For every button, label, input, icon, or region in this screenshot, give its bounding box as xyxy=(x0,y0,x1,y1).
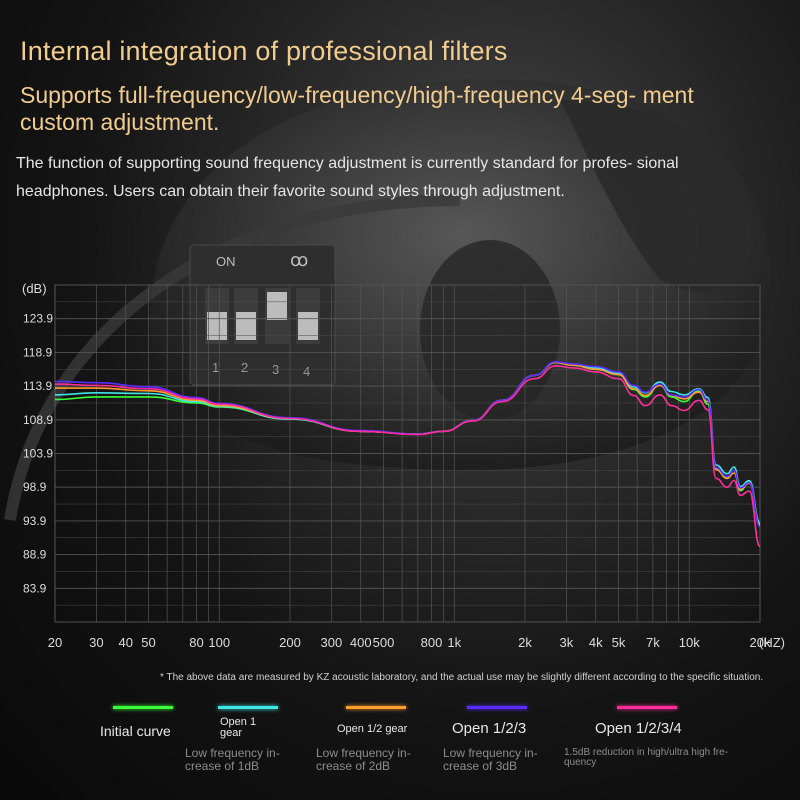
frequency-response-chart: 123.9 118.9 113.9 108.9 103.9 98.9 93.9 88.9 83.… xyxy=(22,281,785,650)
footnote: * The above data are measured by KZ acou… xyxy=(160,672,764,683)
x-tick-label: 30 xyxy=(89,635,103,650)
y-tick-label: 93.9 xyxy=(23,514,47,528)
y-tick-label: 103.9 xyxy=(23,447,53,461)
legend-label: Initial curve xyxy=(100,723,171,739)
x-tick-label: 20 xyxy=(48,635,62,650)
x-tick-label: 3k xyxy=(560,635,574,650)
legend-label: Open 1/2 gear xyxy=(337,723,408,735)
x-tick-label: 100 xyxy=(208,635,230,650)
x-tick-label: 4k xyxy=(589,635,603,650)
page-subtitle: Supports full-frequency/low-frequency/hi… xyxy=(20,82,694,135)
switch-logo: ꝏ xyxy=(290,250,309,270)
legend-label: Open 1/2/3 xyxy=(452,720,527,737)
legend-swatch xyxy=(113,706,173,709)
legend-swatch xyxy=(467,706,527,709)
y-tick-label: 88.9 xyxy=(23,548,47,562)
x-tick-label: 10k xyxy=(679,635,700,650)
series-line-4 xyxy=(54,361,761,528)
x-axis-label: (HZ) xyxy=(759,635,785,650)
y-tick-label: 113.9 xyxy=(23,379,52,393)
y-tick-label: 108.9 xyxy=(23,413,53,427)
switch-number-1: 1 xyxy=(212,360,220,375)
chart-grid xyxy=(54,284,761,623)
switch-number-4: 4 xyxy=(303,364,311,379)
series-line-5 xyxy=(54,365,761,548)
x-tick-label: 200 xyxy=(279,635,301,650)
x-tick-label: 1k xyxy=(447,635,461,650)
x-tick-label: 20k xyxy=(750,635,771,650)
chart-series xyxy=(54,361,761,548)
x-tick-label: 7k xyxy=(646,635,660,650)
switch-number-2: 2 xyxy=(241,360,249,375)
y-tick-label: 123.9 xyxy=(23,312,53,326)
y-tick-label: 98.9 xyxy=(23,480,47,494)
page-title: Internal integration of professional fil… xyxy=(20,36,508,66)
x-axis-ticks: 20 30 40 50 80 100 200 300 400 500 800 1k 2k 3k 4k 5k 7k… xyxy=(48,635,771,650)
earphone-cable-arc xyxy=(4,194,461,521)
x-tick-label: 500 xyxy=(373,635,395,650)
x-tick-label: 300 xyxy=(321,635,343,650)
y-axis-ticks: 123.9 118.9 113.9 108.9 103.9 98.9 93.9 88.9 83.… xyxy=(23,312,53,596)
y-tick-label: 83.9 xyxy=(23,581,47,595)
x-tick-label: 50 xyxy=(141,635,155,650)
switch-panel xyxy=(189,244,336,386)
legend-swatch xyxy=(218,706,278,709)
x-tick-label: 400 xyxy=(350,635,372,650)
x-tick-label: 80 xyxy=(189,635,203,650)
legend-description: Low frequency in- crease of 3dB xyxy=(443,746,538,773)
earphone-wing xyxy=(560,100,751,294)
legend-description: 1.5dB reduction in high/ultra high fre- … xyxy=(564,747,728,768)
legend-label: Open 1/2/3/4 xyxy=(595,720,682,737)
legend-swatch xyxy=(346,706,406,709)
x-tick-label: 800 xyxy=(421,635,443,650)
switch-on-label: ON xyxy=(216,254,236,269)
legend-label: Open 1 gear xyxy=(220,716,257,739)
x-tick-label: 5k xyxy=(612,635,626,650)
legend-swatch xyxy=(617,706,677,709)
y-tick-label: 118.9 xyxy=(23,345,52,359)
x-tick-label: 2k xyxy=(518,635,532,650)
x-tick-label: 40 xyxy=(119,635,133,650)
dip-switch-3 xyxy=(265,288,289,344)
legend-description: Low frequency in- crease of 2dB xyxy=(316,746,411,773)
legend-description: Low frequency in- crease of 1dB xyxy=(185,746,280,773)
page-description: The function of supporting sound frequen… xyxy=(16,155,679,200)
y-axis-label: (dB) xyxy=(22,281,47,296)
